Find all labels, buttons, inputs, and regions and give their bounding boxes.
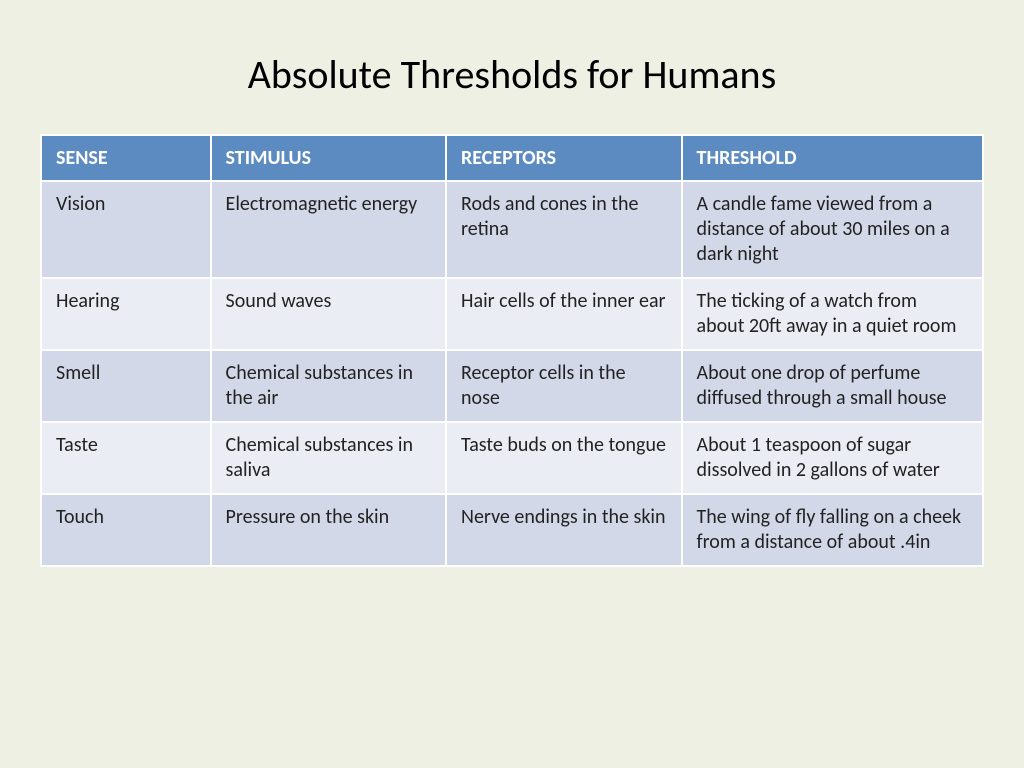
table-row: Hearing Sound waves Hair cells of the in… bbox=[41, 278, 983, 350]
cell-sense: Taste bbox=[41, 422, 211, 494]
cell-threshold: About 1 teaspoon of sugar dissolved in 2… bbox=[682, 422, 983, 494]
table-row: Smell Chemical substances in the air Rec… bbox=[41, 350, 983, 422]
cell-stimulus: Sound waves bbox=[211, 278, 447, 350]
col-header-threshold: THRESHOLD bbox=[682, 135, 983, 181]
cell-stimulus: Electromagnetic energy bbox=[211, 181, 447, 278]
cell-stimulus: Pressure on the skin bbox=[211, 494, 447, 566]
cell-sense: Hearing bbox=[41, 278, 211, 350]
cell-stimulus: Chemical substances in the air bbox=[211, 350, 447, 422]
page-title: Absolute Thresholds for Humans bbox=[40, 50, 984, 99]
cell-receptors: Taste buds on the tongue bbox=[446, 422, 682, 494]
cell-threshold: A candle fame viewed from a distance of … bbox=[682, 181, 983, 278]
cell-sense: Vision bbox=[41, 181, 211, 278]
cell-sense: Smell bbox=[41, 350, 211, 422]
cell-receptors: Hair cells of the inner ear bbox=[446, 278, 682, 350]
cell-receptors: Rods and cones in the retina bbox=[446, 181, 682, 278]
thresholds-table: SENSE STIMULUS RECEPTORS THRESHOLD Visio… bbox=[40, 134, 984, 567]
col-header-stimulus: STIMULUS bbox=[211, 135, 447, 181]
col-header-receptors: RECEPTORS bbox=[446, 135, 682, 181]
table-row: Vision Electromagnetic energy Rods and c… bbox=[41, 181, 983, 278]
table-row: Touch Pressure on the skin Nerve endings… bbox=[41, 494, 983, 566]
cell-stimulus: Chemical substances in saliva bbox=[211, 422, 447, 494]
cell-threshold: The wing of fly falling on a cheek from … bbox=[682, 494, 983, 566]
col-header-sense: SENSE bbox=[41, 135, 211, 181]
cell-sense: Touch bbox=[41, 494, 211, 566]
cell-threshold: About one drop of perfume diffused throu… bbox=[682, 350, 983, 422]
cell-receptors: Receptor cells in the nose bbox=[446, 350, 682, 422]
cell-receptors: Nerve endings in the skin bbox=[446, 494, 682, 566]
cell-threshold: The ticking of a watch from about 20ft a… bbox=[682, 278, 983, 350]
table-header-row: SENSE STIMULUS RECEPTORS THRESHOLD bbox=[41, 135, 983, 181]
table-row: Taste Chemical substances in saliva Tast… bbox=[41, 422, 983, 494]
